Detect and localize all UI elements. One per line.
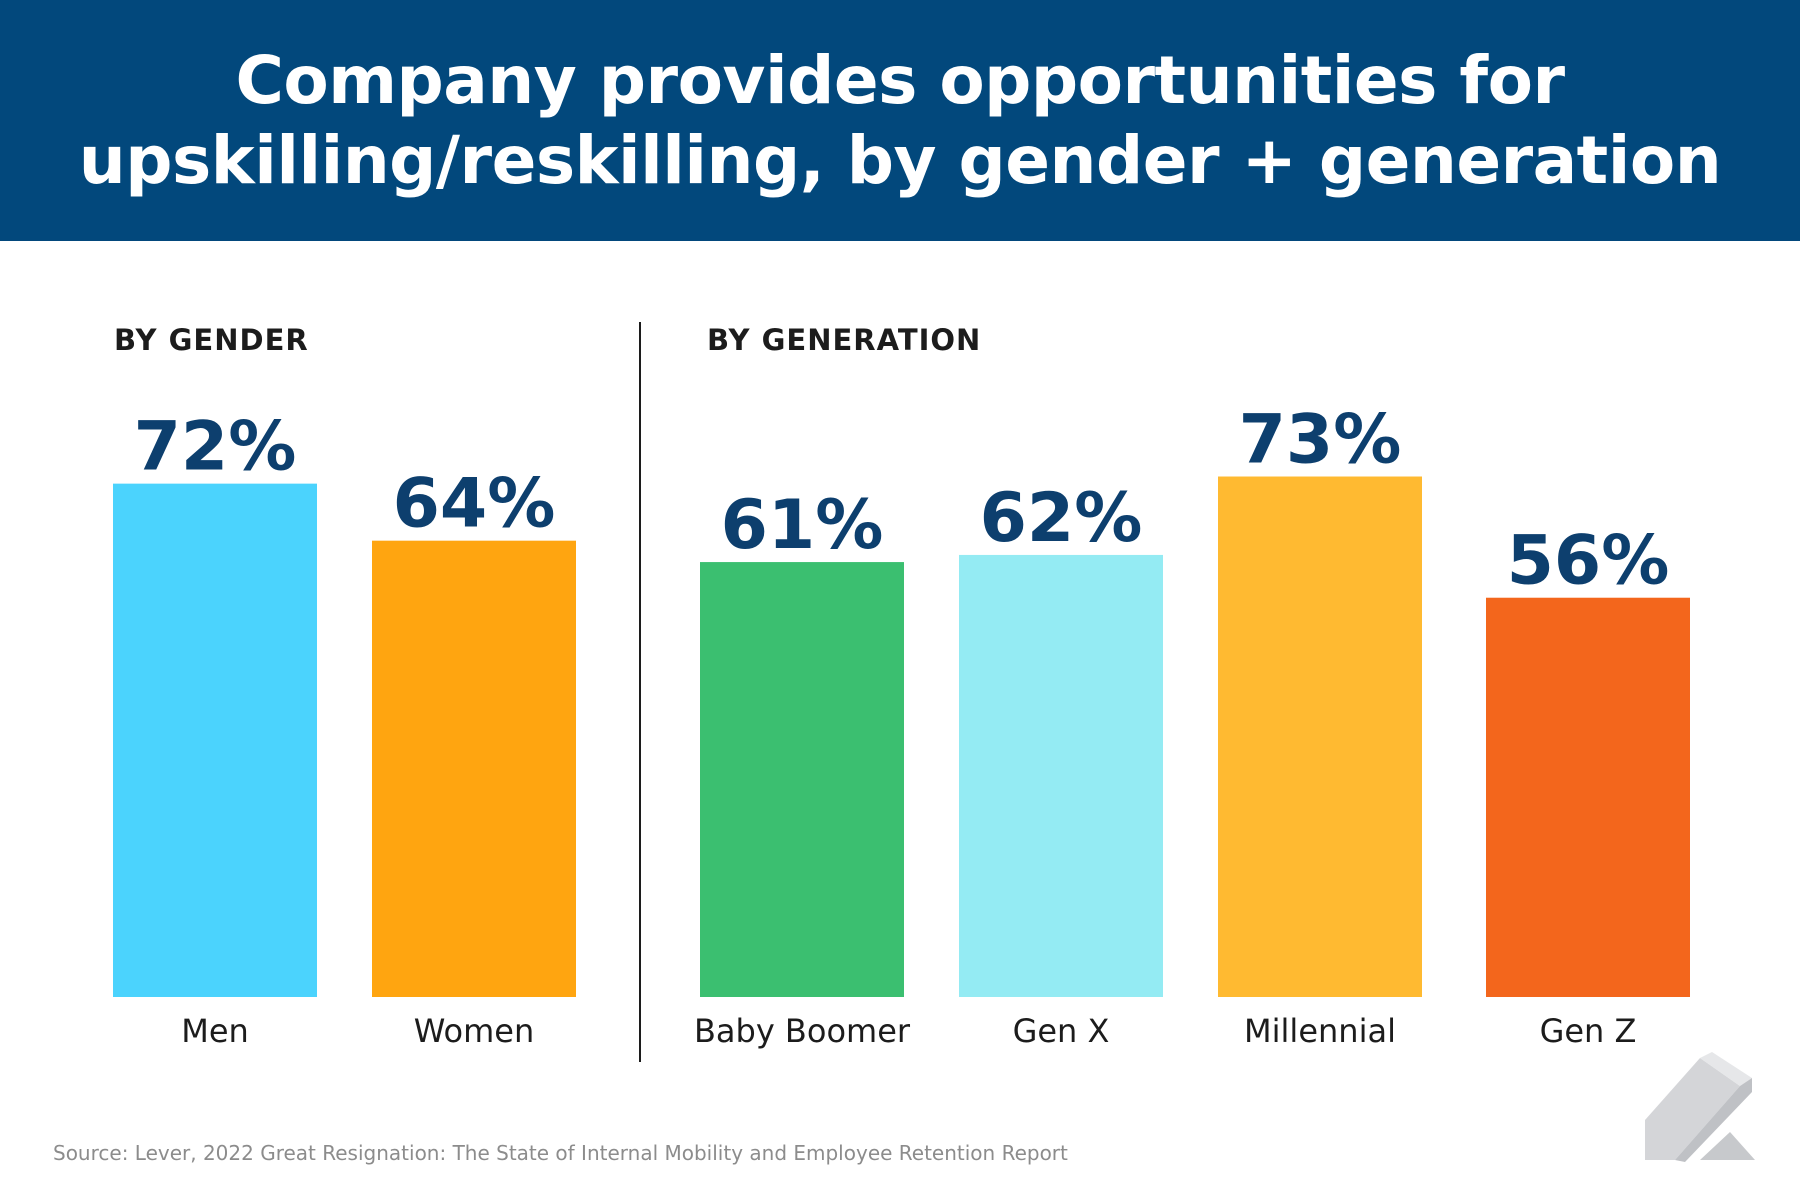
value-label: 61% — [721, 486, 884, 565]
category-label: Millennial — [1244, 1012, 1396, 1050]
source-note: Source: Lever, 2022 Great Resignation: T… — [53, 1141, 1068, 1165]
header-banner: Company provides opportunities for upski… — [0, 0, 1800, 241]
category-label: Women — [414, 1012, 534, 1050]
bar-millennial — [1218, 476, 1422, 997]
value-label: 73% — [1239, 401, 1402, 480]
bar-chart: 72% Men 64% Women 61% Baby Boomer 62% Gen X 73% M… — [113, 401, 1690, 1050]
value-label: 72% — [134, 408, 297, 487]
bar-men — [113, 483, 317, 997]
category-label: Baby Boomer — [694, 1012, 911, 1050]
section-label-gender: BY GENDER — [114, 323, 309, 357]
chart-title-line-2: upskilling/reskilling, by gender + gener… — [78, 121, 1722, 199]
bar-women — [372, 540, 576, 997]
category-label: Men — [181, 1012, 249, 1050]
section-divider — [639, 322, 641, 1062]
category-label: Gen Z — [1540, 1012, 1637, 1050]
value-label: 62% — [980, 479, 1143, 558]
bar-baby-boomer — [700, 562, 904, 997]
category-label: Gen X — [1013, 1012, 1110, 1050]
value-label: 64% — [393, 465, 556, 544]
value-label: 56% — [1507, 522, 1670, 601]
bar-gen-z — [1486, 597, 1690, 997]
bar-gen-x — [959, 554, 1163, 997]
section-label-generation: BY GENERATION — [707, 323, 982, 357]
lever-logo-icon — [1645, 1052, 1755, 1162]
chart-title-line-1: Company provides opportunities for — [235, 41, 1565, 119]
